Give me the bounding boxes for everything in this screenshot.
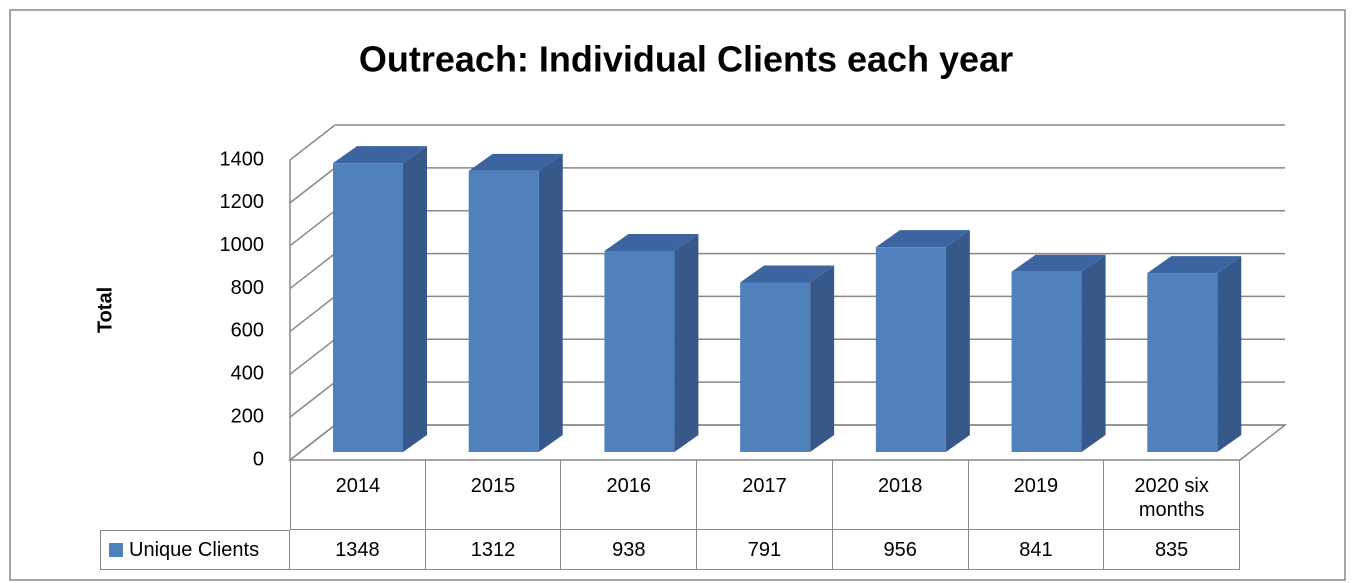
value-cell: 791 xyxy=(697,530,833,570)
x-tick-label: 2015 xyxy=(425,460,562,530)
y-tick-label: 400 xyxy=(231,363,264,385)
grid-line xyxy=(289,124,336,161)
bar xyxy=(740,282,811,452)
x-tick-label: 2019 xyxy=(968,460,1105,530)
bar-top xyxy=(740,265,835,283)
grid-line xyxy=(289,210,336,247)
y-tick-label: 1000 xyxy=(220,234,265,256)
bar-top xyxy=(604,234,699,251)
chart-title: Outreach: Individual Clients each year xyxy=(359,39,1013,80)
grid-line xyxy=(289,167,336,204)
bar-side xyxy=(810,265,835,452)
bar xyxy=(468,170,539,452)
x-tick-label: 2016 xyxy=(561,460,698,530)
bar-side xyxy=(945,230,970,452)
bar-top xyxy=(875,230,970,248)
x-tick-label: 2020 six months xyxy=(1104,460,1240,530)
y-tick-label: 600 xyxy=(231,320,264,342)
legend-label: Unique Clients xyxy=(129,539,260,561)
value-cell: 1348 xyxy=(290,530,426,570)
value-cell: 1312 xyxy=(425,530,562,570)
bar xyxy=(1147,273,1218,452)
value-cell: 938 xyxy=(561,530,698,570)
bar-side xyxy=(403,146,427,452)
value-cell: 956 xyxy=(832,530,969,570)
value-cell: 841 xyxy=(968,530,1105,570)
x-tick-label: 2014 xyxy=(290,460,426,530)
bar xyxy=(333,163,403,452)
y-axis-label: Total xyxy=(94,287,116,333)
y-tick-label: 1200 xyxy=(220,191,265,213)
y-tick-label: 800 xyxy=(231,277,264,299)
legend-swatch xyxy=(109,543,123,557)
y-tick-label: 1400 xyxy=(220,148,265,170)
bar-top xyxy=(1147,256,1242,274)
bar-side xyxy=(538,153,563,452)
bar-top xyxy=(333,146,427,164)
bar-top xyxy=(1011,254,1106,272)
bar-side xyxy=(1217,256,1242,452)
x-tick-label: 2017 xyxy=(697,460,833,530)
bar-side xyxy=(674,234,699,452)
grid-line xyxy=(289,338,336,375)
bar xyxy=(875,247,946,452)
grid-line xyxy=(289,424,336,461)
grid-line xyxy=(289,252,336,290)
x-tick-label: 2018 xyxy=(832,460,969,530)
bar-side xyxy=(1081,254,1106,452)
grid-line xyxy=(289,295,336,333)
bar-top xyxy=(468,153,563,171)
grid-line xyxy=(289,381,336,418)
legend-cell: Unique Clients xyxy=(100,530,290,570)
y-tick-label: 0 xyxy=(253,448,264,470)
bar xyxy=(604,251,675,452)
y-tick-label: 200 xyxy=(231,405,264,427)
bar xyxy=(1011,271,1082,452)
value-cell: 835 xyxy=(1104,530,1240,570)
